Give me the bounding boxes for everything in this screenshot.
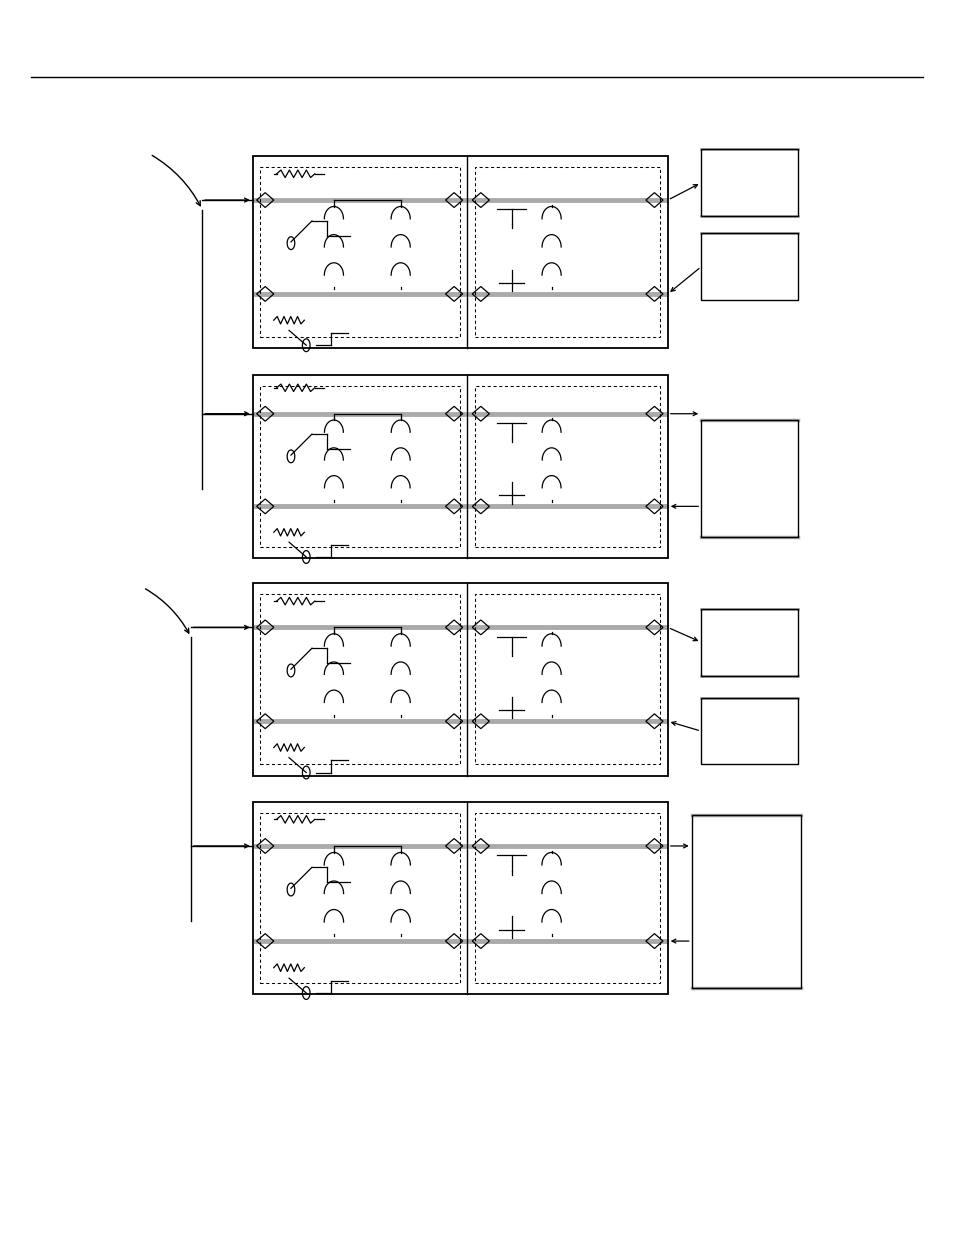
Bar [253,375,667,558]
Bar [691,815,801,988]
Bar [253,583,667,776]
Bar [260,594,459,764]
Bar [700,233,798,300]
Bar [475,813,659,983]
Bar [475,387,659,547]
Bar [475,167,659,337]
Bar [253,802,667,994]
Bar [260,387,459,547]
Bar [700,149,798,216]
Bar [475,594,659,764]
Bar [260,813,459,983]
Bar [253,156,667,348]
Bar [260,167,459,337]
Bar [700,420,798,537]
Bar [700,698,798,764]
Bar [700,609,798,676]
